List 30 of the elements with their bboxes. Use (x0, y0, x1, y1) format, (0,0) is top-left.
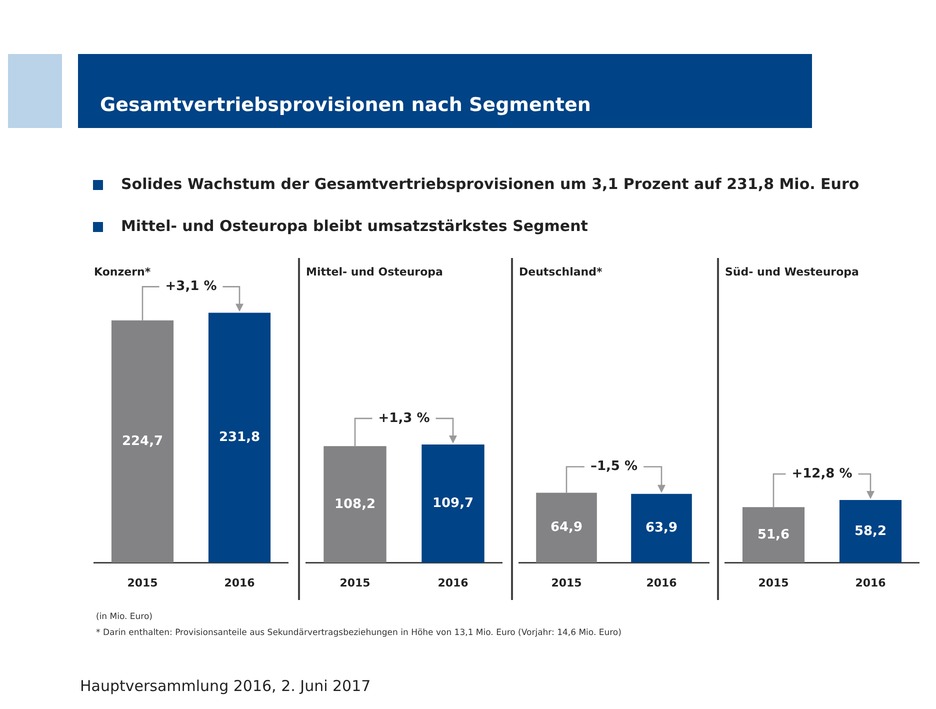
chart-title: Mittel- und Osteuropa (306, 265, 443, 278)
x-tick-label: 2015 (127, 576, 158, 590)
text: Hauptversammlung 2016, 2. Juni 2017 (80, 677, 372, 695)
x-tick-label: 2016 (224, 576, 256, 590)
data-label: 109,7 (432, 496, 474, 511)
data-label: 64,9 (550, 520, 583, 536)
x-tick-label: 2016 (646, 576, 678, 590)
data-label: 224,7 (122, 434, 164, 449)
x-tick-label: 2015 (551, 576, 582, 590)
text: +3,1 % (165, 279, 217, 294)
data-label: 63,9 (645, 520, 678, 536)
text: +1,3 % (378, 410, 430, 426)
x-tick-label: 2015 (758, 576, 789, 590)
text: Mittel- und Osteuropa bleibt umsatzstärkstes Segment (121, 217, 588, 235)
chart-title: Süd- und Westeuropa (725, 265, 859, 278)
chart-title: Konzern* (94, 265, 151, 278)
data-label: 108,2 (334, 496, 376, 512)
x-tick-label: 2016 (438, 576, 469, 590)
text: –1,5 % (590, 459, 638, 474)
data-label: 58,2 (854, 524, 887, 539)
x-tick-label: 2016 (855, 576, 886, 590)
x-tick-label: 2015 (340, 576, 370, 590)
data-label: 51,6 (757, 527, 790, 542)
text: Gesamtvertriebsprovisionen nach Segmenten (100, 94, 591, 116)
chart-title: Deutschland* (519, 265, 602, 278)
text: +12,8 % (792, 466, 852, 482)
text: (in Mio. Euro) (96, 612, 154, 622)
data-label: 231,8 (218, 430, 260, 446)
text: * Darin enthalten: Provisionsanteile aus Sekundärvertragsbeziehungen in Höhe von 13,1 Mio. Euro (Vorjahr: 14,6 Mio. Euro) (96, 628, 622, 638)
text: Solides Wachstum der Gesamtvertriebsprovisionen um 3,1 Prozent auf 231,8 Mio. Euro (121, 175, 860, 193)
